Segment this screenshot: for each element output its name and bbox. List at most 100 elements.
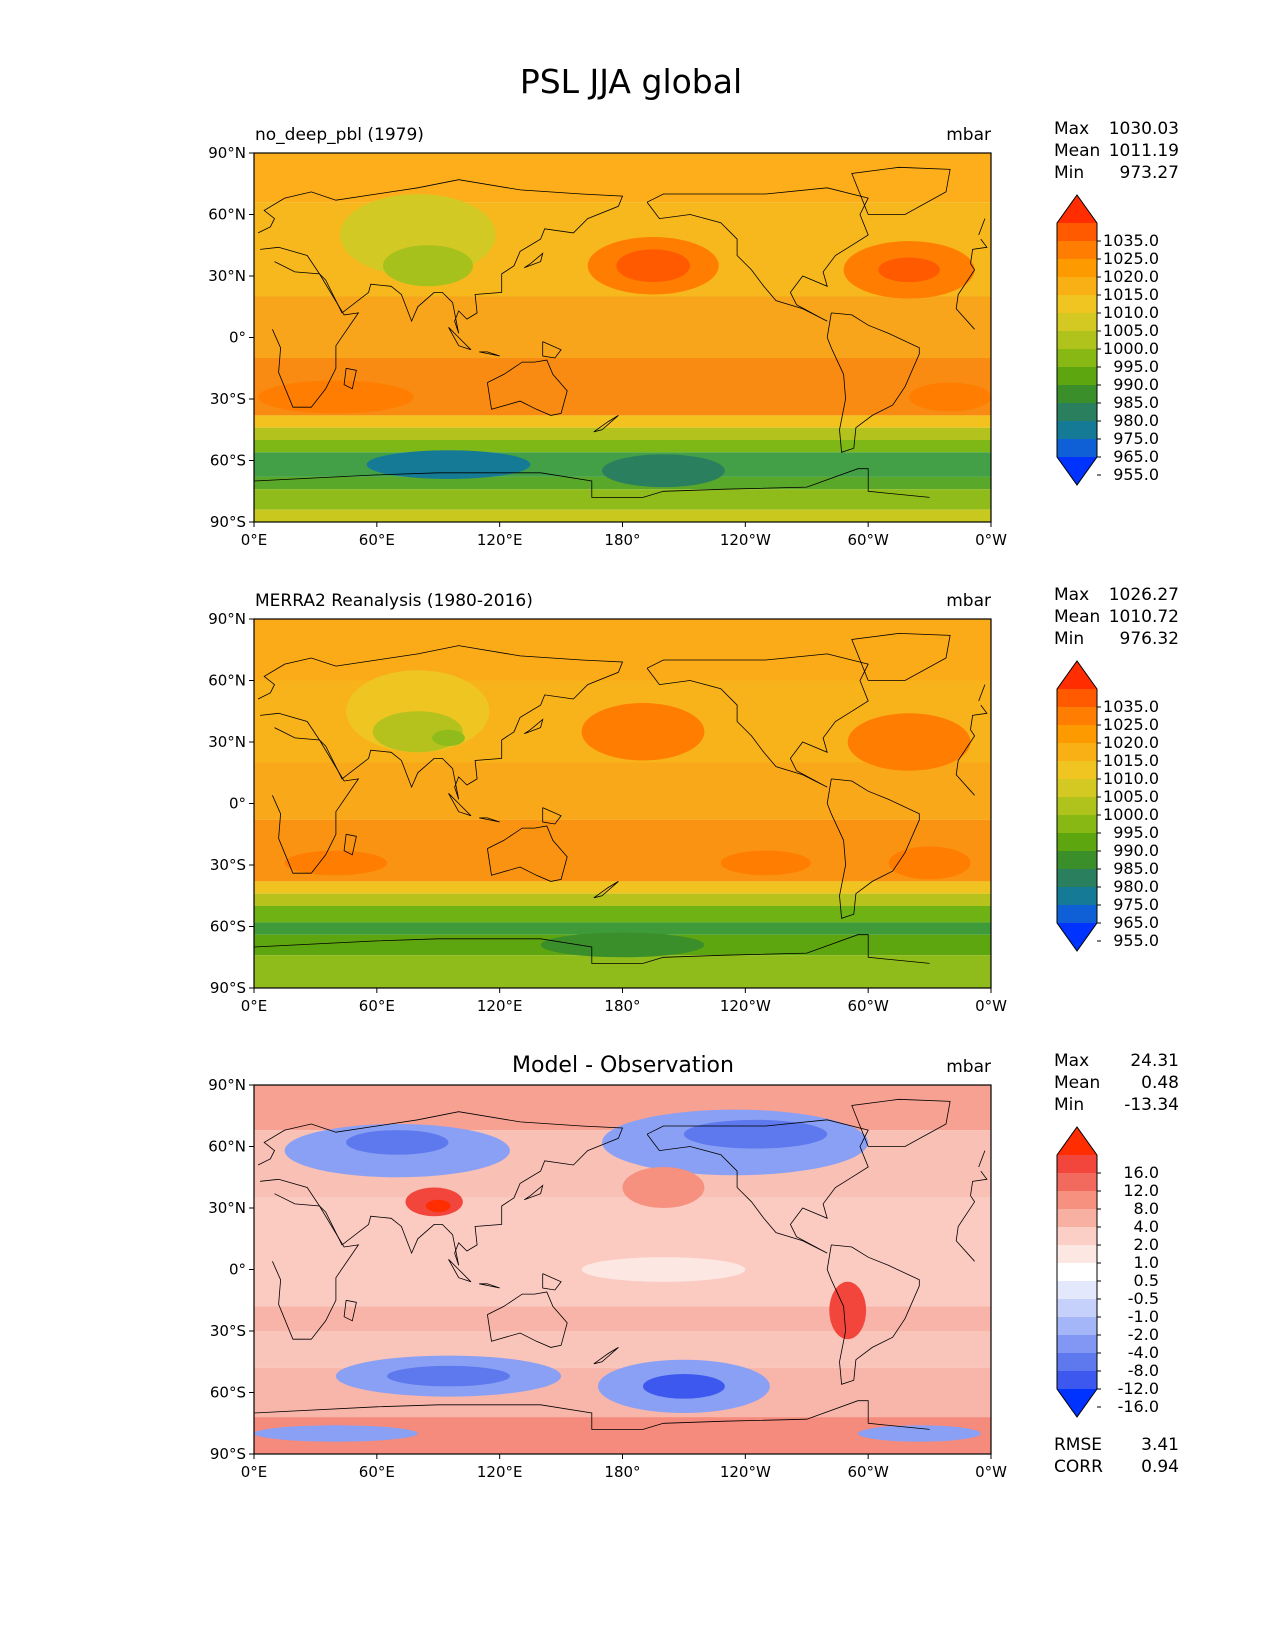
coastline (826, 312, 920, 453)
colorbar-segment (1057, 1245, 1097, 1264)
colorbar-segment (1057, 403, 1097, 422)
contour-band (254, 955, 991, 988)
colorbar-tick-label: 1.0 (1134, 1253, 1159, 1272)
coastline (254, 934, 930, 964)
colorbar-segment (1057, 851, 1097, 870)
lat-tick-label: 60°N (208, 1138, 246, 1156)
lat-tick-label: 90°S (210, 513, 246, 531)
lon-tick-label: 0°E (241, 1463, 268, 1481)
contour-feature (366, 450, 531, 479)
contour-feature (540, 932, 705, 958)
colorbar-tick-label: 980.0 (1113, 411, 1159, 430)
colorbar-tick-label: 975.0 (1113, 895, 1159, 914)
coastline (593, 1347, 619, 1365)
colorbar-segment (1057, 833, 1097, 852)
contour-feature (254, 1425, 418, 1442)
coastline (487, 359, 568, 416)
lat-tick-label: 60°S (210, 452, 246, 470)
colorbar-tick-label: 1000.0 (1103, 339, 1159, 358)
lat-tick-label: 30°N (208, 267, 246, 285)
colorbar-segment (1057, 689, 1097, 708)
stat-min-label: Min (1054, 629, 1084, 649)
coastline (542, 807, 562, 825)
colorbar-segment (1057, 277, 1097, 296)
coastline (487, 1291, 568, 1348)
lat-tick-label: 90°N (208, 144, 246, 162)
lon-tick-label: 60°W (847, 1463, 889, 1481)
colorbar-segment (1057, 1299, 1097, 1318)
panel-units: mbar (946, 591, 991, 611)
colorbar-tick-label: 1020.0 (1103, 733, 1159, 752)
panel-difference: Model - Observation mbar 90°N 60°N 30°N 0° 3… (208, 1051, 1179, 1481)
stat-rmse-label: RMSE (1054, 1435, 1102, 1455)
stat-corr-label: CORR (1054, 1457, 1103, 1477)
colorbar-segment (1057, 313, 1097, 332)
colorbar-tick-label: 965.0 (1113, 447, 1159, 466)
colorbar: 16.012.08.04.02.01.00.5-0.5-1.0-2.0-4.0-… (1056, 1126, 1159, 1418)
lat-tick-label: 90°N (208, 1076, 246, 1094)
colorbar-tick-label: 4.0 (1134, 1217, 1159, 1236)
colorbar-tick-label: 995.0 (1113, 357, 1159, 376)
colorbar-tick-label: -12.0 (1118, 1379, 1159, 1398)
colorbar-segment (1057, 743, 1097, 762)
colorbar-tick-label: -2.0 (1128, 1325, 1159, 1344)
colorbar-tick-label: -16.0 (1118, 1397, 1159, 1416)
colorbar-tick-label: -0.5 (1128, 1289, 1159, 1308)
stat-max-value: 1026.27 (1109, 585, 1179, 605)
coastline (646, 653, 869, 788)
coastline (523, 718, 544, 735)
colorbar-segment (1057, 1371, 1097, 1390)
stat-mean-value: 1010.72 (1109, 607, 1179, 627)
colorbar-tick-label: 985.0 (1113, 393, 1159, 412)
colorbar-segment (1057, 421, 1097, 440)
lon-tick-label: 120°E (477, 531, 523, 549)
lon-tick-label: 180° (604, 531, 640, 549)
coastline (646, 1119, 869, 1254)
map-area: 90°N 60°N 30°N 0° 30°S 60°S 90°S0°E 60°E 120°E 18… (208, 144, 1007, 549)
colorbar-tick-label: 1010.0 (1103, 303, 1159, 322)
colorbar-min-extension (1057, 457, 1097, 485)
colorbar-segment (1057, 1335, 1097, 1354)
figure-title: PSL JJA global (520, 62, 742, 101)
contour-band (254, 415, 991, 428)
lon-tick-label: 0°W (975, 997, 1007, 1015)
colorbar-tick-label: 8.0 (1134, 1199, 1159, 1218)
contour-feature (720, 850, 811, 876)
contour-feature (622, 1167, 705, 1208)
contour-feature (258, 380, 414, 414)
colorbar-tick-label: 12.0 (1123, 1181, 1159, 1200)
colorbar-segment (1057, 815, 1097, 834)
lon-tick-label: 0°W (975, 1463, 1007, 1481)
colorbar-tick-label: 1000.0 (1103, 805, 1159, 824)
contour-band (254, 893, 991, 906)
contour-feature (829, 1281, 867, 1340)
coastline (448, 1259, 472, 1283)
stat-min-value: 973.27 (1120, 163, 1179, 183)
coastline (254, 468, 930, 498)
coastline (257, 645, 988, 800)
coastline (978, 1150, 986, 1168)
lat-tick-label: 0° (229, 1261, 246, 1279)
map-area: 90°N 60°N 30°N 0° 30°S 60°S 90°S0°E 60°E 120°E 18… (208, 610, 1007, 1015)
colorbar-tick-label: 1010.0 (1103, 769, 1159, 788)
lat-tick-label: 30°N (208, 733, 246, 751)
colorbar-tick-label: 1015.0 (1103, 285, 1159, 304)
colorbar-tick-label: 985.0 (1113, 859, 1159, 878)
colorbar-tick-label: 990.0 (1113, 841, 1159, 860)
lat-tick-label: 0° (229, 329, 246, 347)
colorbar-segment (1057, 385, 1097, 404)
contour-feature (581, 1257, 746, 1282)
colorbar-segment (1057, 367, 1097, 386)
contour-feature (683, 1119, 828, 1149)
coastline (978, 684, 986, 702)
colorbar-max-extension (1057, 195, 1097, 223)
coastline (542, 1273, 562, 1291)
colorbar-tick-label: 1020.0 (1103, 267, 1159, 286)
colorbar-tick-label: -8.0 (1128, 1361, 1159, 1380)
contour-feature (909, 382, 991, 412)
stat-max-label: Max (1054, 119, 1089, 139)
colorbar-segment (1057, 1209, 1097, 1228)
lat-tick-label: 30°S (210, 1322, 246, 1340)
stat-min-value: -13.34 (1124, 1095, 1179, 1115)
coastline (257, 179, 988, 334)
